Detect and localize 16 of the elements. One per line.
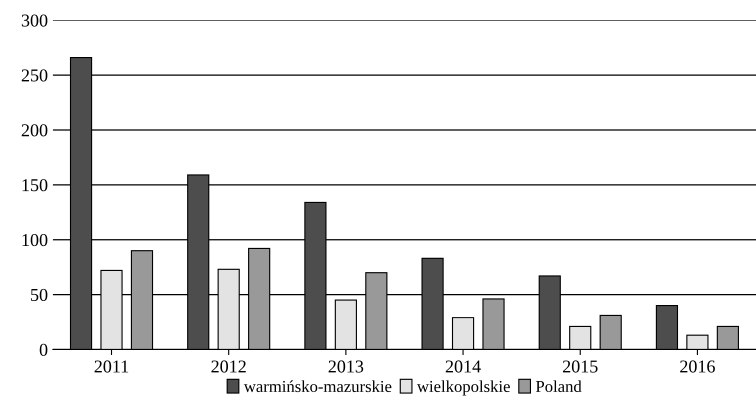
x-tick-label: 2012 [211, 360, 246, 373]
x-tick-label: 2015 [562, 360, 598, 373]
y-tick-label: 200 [22, 124, 48, 136]
y-tick-label: 0 [40, 344, 48, 356]
legend-label: warmińsko-mazurskie [244, 380, 392, 392]
x-tick-label: 2013 [328, 360, 364, 373]
y-tick-label: 50 [31, 288, 48, 302]
legend-label: Poland [536, 380, 582, 392]
y-tick-label: 300 [22, 14, 48, 27]
legend-label: wielkopolskie [416, 380, 510, 396]
x-tick-label: 2014 [446, 360, 481, 373]
x-tick-label: 2011 [94, 360, 128, 373]
y-tick-label: 100 [22, 234, 48, 246]
y-tick-label: 250 [22, 69, 48, 82]
x-tick-label: 2016 [680, 360, 715, 373]
y-tick-label: 150 [22, 179, 48, 192]
